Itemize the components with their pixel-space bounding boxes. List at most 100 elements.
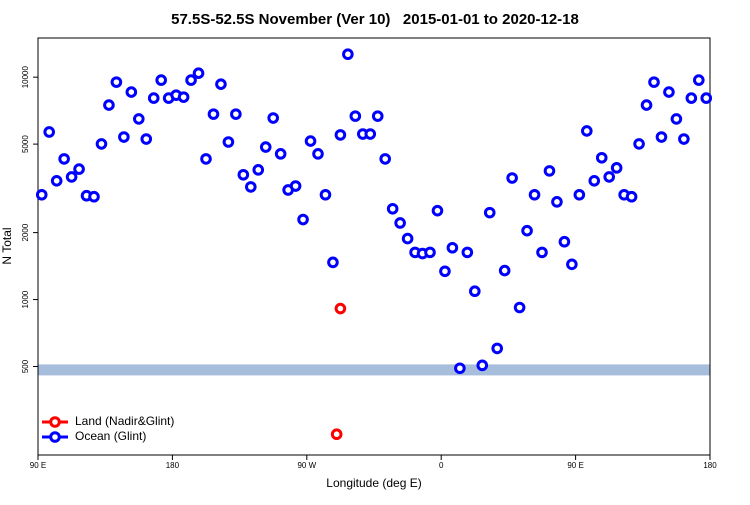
data-point [521,224,533,237]
data-point [461,246,474,259]
chart-title: 57.5S-52.5S November (Ver 10) 2015-01-01… [171,11,579,28]
data-point [506,172,518,184]
y-tick-label: 5000 [21,135,30,153]
data-point [685,92,698,104]
data-point [319,188,332,201]
data-point [469,285,481,298]
data-point [528,188,541,201]
data-point [237,168,250,181]
data-point [476,359,489,372]
data-point [245,181,257,193]
data-point [610,162,623,174]
y-tick-label: 500 [21,359,30,373]
data-point [700,92,713,104]
data-point [670,113,683,125]
data-point [147,92,160,104]
data-point [588,174,601,187]
data-point [655,131,668,143]
data-point [558,235,571,248]
data-point [312,148,324,160]
data-point [110,76,123,88]
data-point [327,256,339,269]
data-point [439,265,451,278]
x-tick-label: 180 [166,461,180,470]
data-point [140,133,153,145]
data-point [640,99,653,111]
plot-frame [37,37,711,456]
data-point [267,112,280,124]
legend-marker [49,416,61,428]
x-axis-label: Longitude (deg E) [326,476,421,490]
data-point [334,302,347,315]
data-point [95,138,108,150]
data-point [573,188,586,201]
x-tick-label: 0 [439,461,444,470]
data-point [222,136,235,148]
data-point [88,190,100,203]
data-point [648,76,660,88]
data-point [595,151,608,164]
legend-marker [49,431,61,443]
data-point [73,163,85,175]
data-point [424,246,436,259]
data-point [259,141,272,153]
data-point [334,129,347,141]
legend-label: Land (Nadir&Glint) [75,414,174,428]
x-tick-label: 180 [703,461,717,470]
data-point [133,113,145,125]
data-point [536,246,548,259]
data-point [364,128,377,140]
data-point [118,131,130,143]
data-point [513,301,526,314]
data-point [371,110,384,122]
data-point [566,258,578,271]
data-point [543,165,556,177]
shaded-band [38,364,710,376]
data-point [103,99,115,111]
x-tick-label: 90 E [30,461,46,470]
data-point [304,135,317,147]
data-point [155,74,167,86]
data-point [625,190,638,203]
data-point [200,153,212,165]
data-point [177,91,190,103]
data-point [58,153,70,165]
data-point [454,362,466,375]
data-point [401,232,414,245]
data-point [252,164,265,176]
data-point [230,108,242,120]
data-point [446,241,459,254]
y-tick-label: 1000 [21,290,30,308]
y-axis-label: N Total [0,227,14,264]
data-point [50,174,63,187]
data-point [289,180,302,192]
data-point [185,74,197,86]
data-point [603,171,616,183]
y-tick-label: 2000 [21,223,30,241]
data-point [379,153,392,165]
data-point [297,213,309,226]
data-point [386,202,399,215]
x-tick-label: 90 W [297,461,316,470]
data-point [35,188,48,201]
data-point [633,138,645,150]
data-point [394,217,406,229]
data-point [483,206,496,219]
y-tick-label: 10000 [21,65,30,88]
data-point [498,264,511,277]
data-point [207,108,220,120]
data-point [342,48,354,61]
data-point [215,78,227,90]
data-point [431,204,444,217]
data-point [274,148,287,160]
data-point [678,133,690,145]
data-point [349,110,362,122]
data-point [65,171,78,183]
data-point [663,86,675,98]
data-point [491,342,504,355]
data-point [192,67,205,79]
data-point [125,86,138,98]
x-tick-label: 90 E [567,461,583,470]
